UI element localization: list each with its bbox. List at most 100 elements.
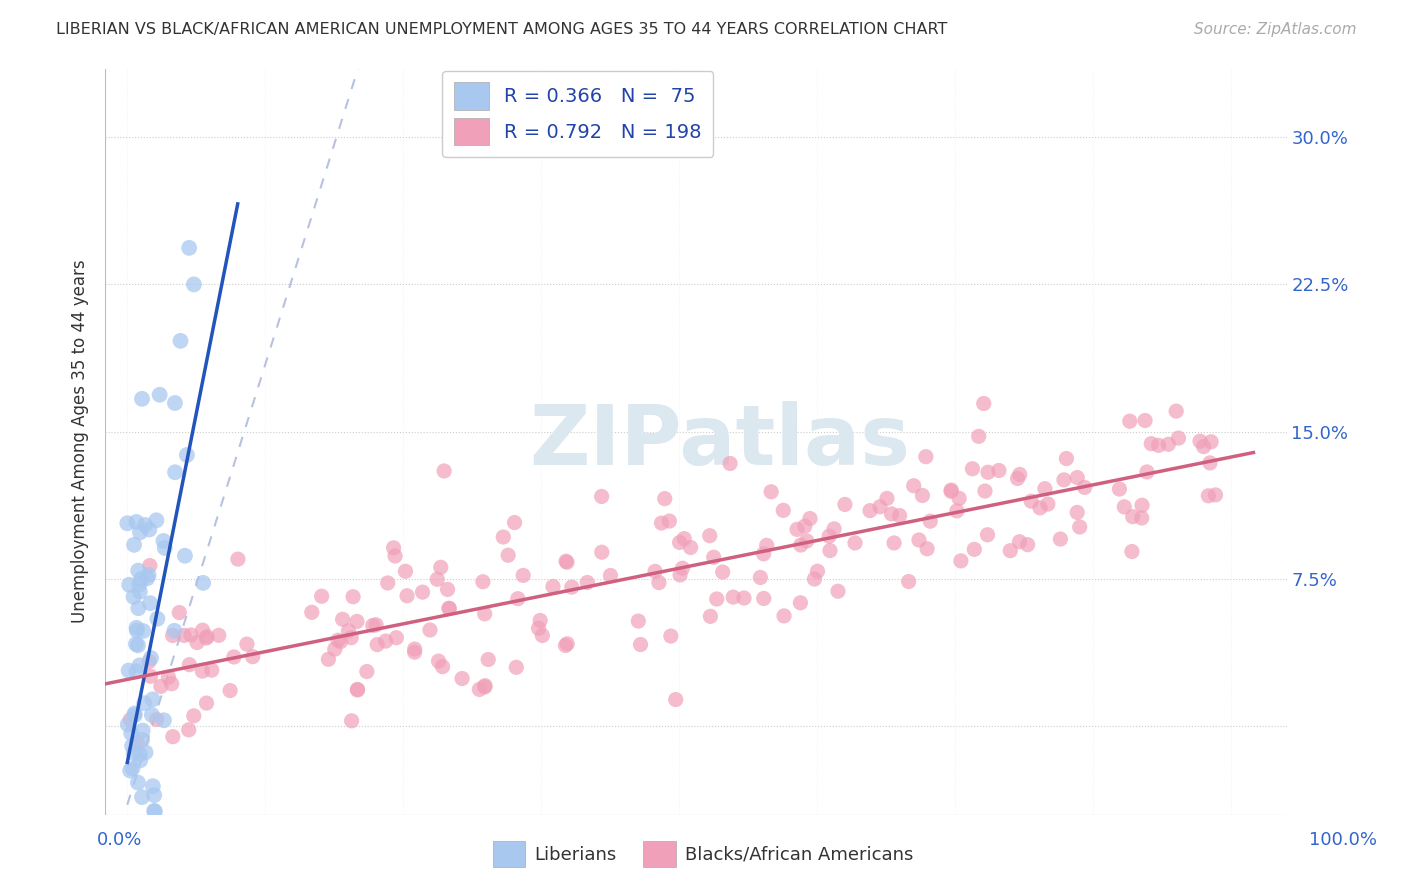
Point: [127, 601, 149, 615]
Point: [439, 601, 461, 615]
Point: [149, 388, 172, 402]
Point: [987, 463, 1010, 477]
Point: [505, 660, 527, 674]
Point: [555, 555, 578, 569]
Point: [377, 576, 399, 591]
Point: [162, 730, 184, 744]
Point: [145, 513, 167, 527]
Point: [1130, 511, 1153, 525]
Point: [121, 840, 143, 855]
Point: [177, 723, 200, 737]
Point: [436, 582, 458, 597]
Point: [920, 514, 942, 528]
Point: [139, 669, 162, 683]
Point: [859, 503, 882, 517]
Point: [1066, 505, 1088, 519]
Point: [412, 585, 434, 599]
Point: [1008, 534, 1031, 549]
Point: [644, 565, 666, 579]
Point: [191, 623, 214, 637]
Point: [124, 706, 146, 721]
Point: [880, 507, 903, 521]
Point: [1073, 480, 1095, 494]
Point: [129, 753, 152, 767]
Point: [174, 549, 197, 563]
Point: [134, 518, 156, 533]
Point: [433, 464, 456, 478]
Point: [915, 450, 938, 464]
Point: [222, 649, 245, 664]
Point: [772, 503, 794, 517]
Point: [117, 846, 139, 860]
Point: [699, 529, 721, 543]
Text: ZIPatlas: ZIPatlas: [529, 401, 910, 482]
Point: [180, 628, 202, 642]
Point: [318, 652, 340, 666]
Point: [474, 607, 496, 621]
Point: [790, 538, 813, 552]
Point: [591, 545, 613, 559]
Point: [437, 601, 460, 615]
Point: [219, 683, 242, 698]
Point: [366, 638, 388, 652]
Point: [503, 516, 526, 530]
Point: [946, 504, 969, 518]
Point: [703, 550, 725, 565]
Point: [915, 541, 938, 556]
Point: [1019, 494, 1042, 508]
Point: [162, 628, 184, 642]
Point: [673, 532, 696, 546]
Point: [759, 484, 782, 499]
Point: [132, 624, 155, 638]
Point: [699, 609, 721, 624]
Point: [195, 696, 218, 710]
Point: [145, 713, 167, 727]
Point: [332, 612, 354, 626]
Point: [496, 548, 519, 562]
Point: [340, 714, 363, 728]
Point: [749, 570, 772, 584]
Point: [125, 637, 148, 651]
Point: [131, 392, 153, 406]
Point: [654, 491, 676, 506]
Point: [974, 484, 997, 499]
Point: [129, 839, 152, 854]
Point: [340, 631, 363, 645]
Point: [818, 543, 841, 558]
Point: [141, 707, 163, 722]
Point: [718, 457, 741, 471]
Point: [346, 615, 368, 629]
Point: [967, 429, 990, 443]
Point: [1007, 471, 1029, 485]
Point: [136, 571, 159, 585]
Point: [1119, 414, 1142, 428]
Text: Source: ZipAtlas.com: Source: ZipAtlas.com: [1194, 22, 1357, 37]
Point: [477, 652, 499, 666]
Point: [474, 680, 496, 694]
Point: [531, 628, 554, 642]
Point: [883, 536, 905, 550]
Legend: Liberians, Blacks/African Americans: Liberians, Blacks/African Americans: [485, 834, 921, 874]
Point: [630, 638, 652, 652]
Point: [323, 642, 346, 657]
Point: [125, 624, 148, 638]
Point: [226, 552, 249, 566]
Point: [671, 561, 693, 575]
Point: [711, 565, 734, 579]
Point: [128, 831, 150, 846]
Point: [120, 713, 142, 727]
Point: [195, 631, 218, 645]
Point: [599, 568, 621, 582]
Point: [911, 488, 934, 502]
Point: [752, 547, 775, 561]
Point: [973, 396, 995, 410]
Point: [169, 334, 191, 348]
Point: [706, 592, 728, 607]
Point: [733, 591, 755, 605]
Point: [329, 634, 352, 648]
Point: [149, 679, 172, 693]
Point: [153, 541, 176, 555]
Point: [183, 709, 205, 723]
Point: [1167, 431, 1189, 445]
Point: [143, 804, 166, 818]
